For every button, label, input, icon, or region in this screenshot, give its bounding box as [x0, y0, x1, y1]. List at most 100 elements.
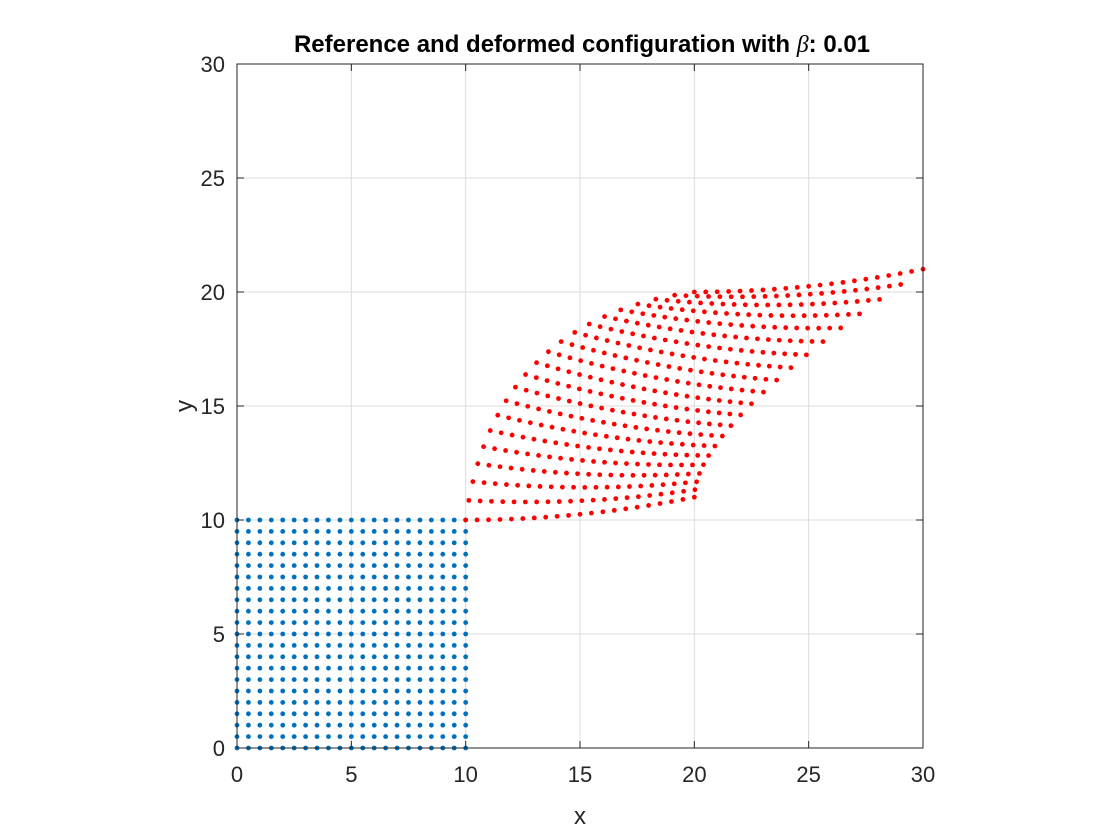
data-point: [517, 417, 522, 423]
data-point: [337, 700, 343, 705]
data-point: [514, 401, 520, 407]
data-point: [463, 734, 469, 739]
data-point: [683, 480, 688, 486]
data-point: [583, 332, 588, 338]
data-point: [674, 472, 680, 477]
data-point: [451, 586, 457, 591]
data-point: [598, 377, 604, 383]
data-point: [371, 540, 377, 546]
data-point: [326, 654, 331, 660]
data-point: [440, 563, 446, 568]
data-point: [765, 302, 771, 308]
data-point: [757, 312, 763, 318]
data-point: [665, 429, 671, 434]
data-point: [360, 540, 366, 546]
data-point: [280, 722, 286, 728]
data-point: [631, 411, 637, 417]
data-point: [371, 643, 377, 648]
data-point: [587, 389, 593, 394]
data-point: [773, 293, 779, 299]
data-point: [451, 722, 457, 728]
data-point: [360, 734, 366, 739]
data-point: [647, 439, 653, 444]
data-point: [406, 631, 411, 637]
data-point: [466, 497, 472, 503]
data-point: [360, 597, 366, 603]
data-point: [571, 428, 577, 434]
data-point: [566, 383, 571, 389]
data-point: [486, 462, 492, 468]
data-point: [257, 688, 263, 694]
data-point: [669, 490, 675, 496]
data-point: [394, 734, 400, 739]
data-point: [280, 734, 286, 739]
data-point: [698, 300, 703, 306]
data-point: [291, 643, 297, 648]
data-point: [820, 339, 826, 344]
data-point: [246, 631, 251, 637]
data-point: [746, 312, 752, 318]
data-point: [687, 431, 693, 437]
data-point: [720, 372, 726, 378]
series-1: [234, 517, 469, 751]
data-point: [709, 432, 714, 438]
data-point: [771, 286, 777, 292]
data-point: [738, 412, 744, 418]
data-point: [707, 383, 713, 389]
data-point: [257, 734, 263, 739]
data-point: [440, 711, 446, 717]
data-point: [684, 317, 690, 323]
data-point: [629, 309, 635, 315]
data-point: [428, 631, 434, 637]
data-point: [337, 631, 343, 637]
data-point: [830, 290, 836, 295]
data-point: [440, 654, 446, 660]
data-point: [440, 700, 446, 705]
data-point: [768, 313, 774, 318]
data-point: [463, 540, 469, 546]
data-point: [523, 387, 529, 393]
data-point: [620, 382, 625, 387]
data-point: [685, 471, 691, 477]
data-point: [634, 357, 639, 363]
data-point: [834, 312, 840, 318]
data-point: [658, 349, 664, 355]
data-point: [520, 516, 526, 521]
data-point: [717, 345, 722, 351]
data-point: [602, 314, 607, 319]
data-point: [314, 620, 320, 625]
data-point: [560, 426, 566, 432]
data-point: [531, 436, 537, 442]
data-point: [394, 711, 400, 717]
y-tick-label: 5: [213, 622, 225, 647]
data-point: [564, 442, 570, 447]
data-point: [727, 346, 733, 352]
data-point: [383, 586, 389, 591]
data-point: [268, 734, 274, 739]
data-point: [337, 643, 343, 648]
data-point: [626, 343, 632, 348]
data-point: [685, 419, 691, 425]
data-point: [655, 362, 661, 367]
data-point: [783, 325, 789, 331]
y-tick-label: 0: [213, 736, 225, 761]
data-point: [809, 339, 815, 344]
data-point: [853, 287, 858, 293]
data-point: [498, 430, 504, 436]
data-point: [776, 337, 782, 343]
data-point: [280, 700, 286, 705]
data-point: [755, 336, 760, 342]
data-point: [566, 512, 571, 518]
data-point: [246, 620, 251, 625]
data-point: [713, 310, 718, 316]
data-point: [673, 339, 679, 345]
data-point: [463, 665, 469, 671]
data-point: [669, 499, 674, 504]
data-point: [406, 563, 411, 568]
data-point: [314, 665, 320, 671]
data-point: [360, 529, 366, 534]
data-point: [543, 514, 549, 520]
data-point: [610, 407, 615, 413]
data-point: [257, 722, 263, 728]
data-point: [474, 517, 480, 523]
